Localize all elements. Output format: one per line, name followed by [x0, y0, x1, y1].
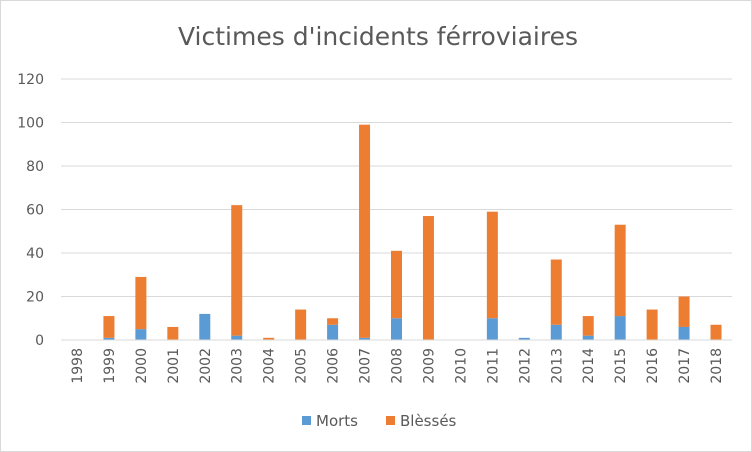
bar-blesses-2018 — [710, 324, 722, 340]
bar-morts-2015 — [614, 316, 626, 340]
bars — [103, 124, 722, 340]
x-tick-label-2010: 2010 — [453, 348, 469, 384]
x-tick-label-2004: 2004 — [262, 348, 278, 384]
bar-blesses-2007 — [359, 124, 371, 338]
bar-blesses-2017 — [678, 296, 690, 327]
y-tick-label-120: 120 — [17, 72, 44, 88]
x-tick-label-2001: 2001 — [166, 348, 182, 384]
y-axis-ticks: 0 20 40 60 80 100 120 — [17, 72, 44, 349]
bar-blesses-2004 — [263, 337, 275, 340]
bar-morts-2006 — [327, 324, 339, 340]
x-tick-label-2018: 2018 — [709, 348, 725, 384]
bar-blesses-2013 — [550, 259, 562, 325]
x-tick-label-1999: 1999 — [102, 348, 118, 384]
bar-blesses-2005 — [295, 309, 307, 340]
bar-morts-2007 — [359, 337, 371, 340]
bar-morts-2003 — [231, 335, 243, 340]
bar-blesses-2009 — [422, 216, 434, 340]
bar-blesses-2008 — [391, 250, 402, 319]
bar-blesses-2003 — [231, 205, 243, 336]
x-tick-label-2016: 2016 — [645, 348, 661, 384]
chart-title: Victimes d'incidents férroviaires — [178, 22, 578, 51]
bar-blesses-2016 — [646, 309, 658, 340]
y-tick-label-80: 80 — [26, 159, 44, 175]
bar-blesses-2011 — [486, 211, 498, 319]
bar-morts-1999 — [103, 337, 115, 340]
bar-morts-2011 — [486, 318, 498, 340]
bar-morts-2002 — [199, 313, 211, 340]
y-tick-label-20: 20 — [26, 290, 44, 306]
x-tick-label-2007: 2007 — [358, 348, 374, 384]
x-tick-label-2012: 2012 — [517, 348, 533, 384]
y-tick-label-40: 40 — [26, 246, 44, 262]
legend-label-morts: Morts — [316, 412, 358, 430]
bar-morts-2017 — [678, 326, 690, 340]
bar-morts-2012 — [518, 337, 530, 340]
legend-swatch-blesses — [386, 416, 395, 425]
y-tick-label-60: 60 — [26, 203, 44, 219]
x-tick-label-2017: 2017 — [677, 348, 693, 384]
bar-blesses-1999 — [103, 316, 115, 338]
y-tick-label-0: 0 — [35, 333, 44, 349]
bar-blesses-2014 — [582, 316, 594, 336]
bar-morts-2013 — [550, 324, 562, 340]
x-tick-label-2015: 2015 — [613, 348, 629, 384]
x-tick-label-1998: 1998 — [70, 348, 86, 384]
bar-morts-2000 — [135, 329, 147, 340]
x-tick-label-2008: 2008 — [390, 348, 406, 384]
x-tick-label-2005: 2005 — [294, 348, 310, 384]
x-tick-label-2006: 2006 — [326, 348, 342, 384]
bar-blesses-2001 — [167, 326, 179, 340]
x-tick-label-2013: 2013 — [549, 348, 565, 384]
x-tick-label-2000: 2000 — [134, 348, 150, 384]
legend: Morts Blèssés — [302, 412, 457, 430]
x-axis-ticks: 1998 1999 2000 2001 2002 2003 2004 2005 2006 2007… — [70, 348, 725, 384]
bar-morts-2014 — [582, 335, 594, 340]
y-tick-label-100: 100 — [17, 116, 44, 132]
legend-swatch-morts — [302, 416, 311, 425]
bar-blesses-2000 — [135, 276, 147, 330]
bar-blesses-2006 — [327, 318, 339, 325]
legend-label-blesses: Blèssés — [400, 412, 457, 430]
x-tick-label-2011: 2011 — [485, 348, 501, 384]
x-tick-label-2009: 2009 — [421, 348, 437, 384]
x-tick-label-2014: 2014 — [581, 348, 597, 384]
bar-blesses-2015 — [614, 224, 626, 317]
x-tick-label-2003: 2003 — [230, 348, 246, 384]
bar-morts-2008 — [391, 318, 402, 340]
x-tick-label-2002: 2002 — [198, 348, 214, 384]
